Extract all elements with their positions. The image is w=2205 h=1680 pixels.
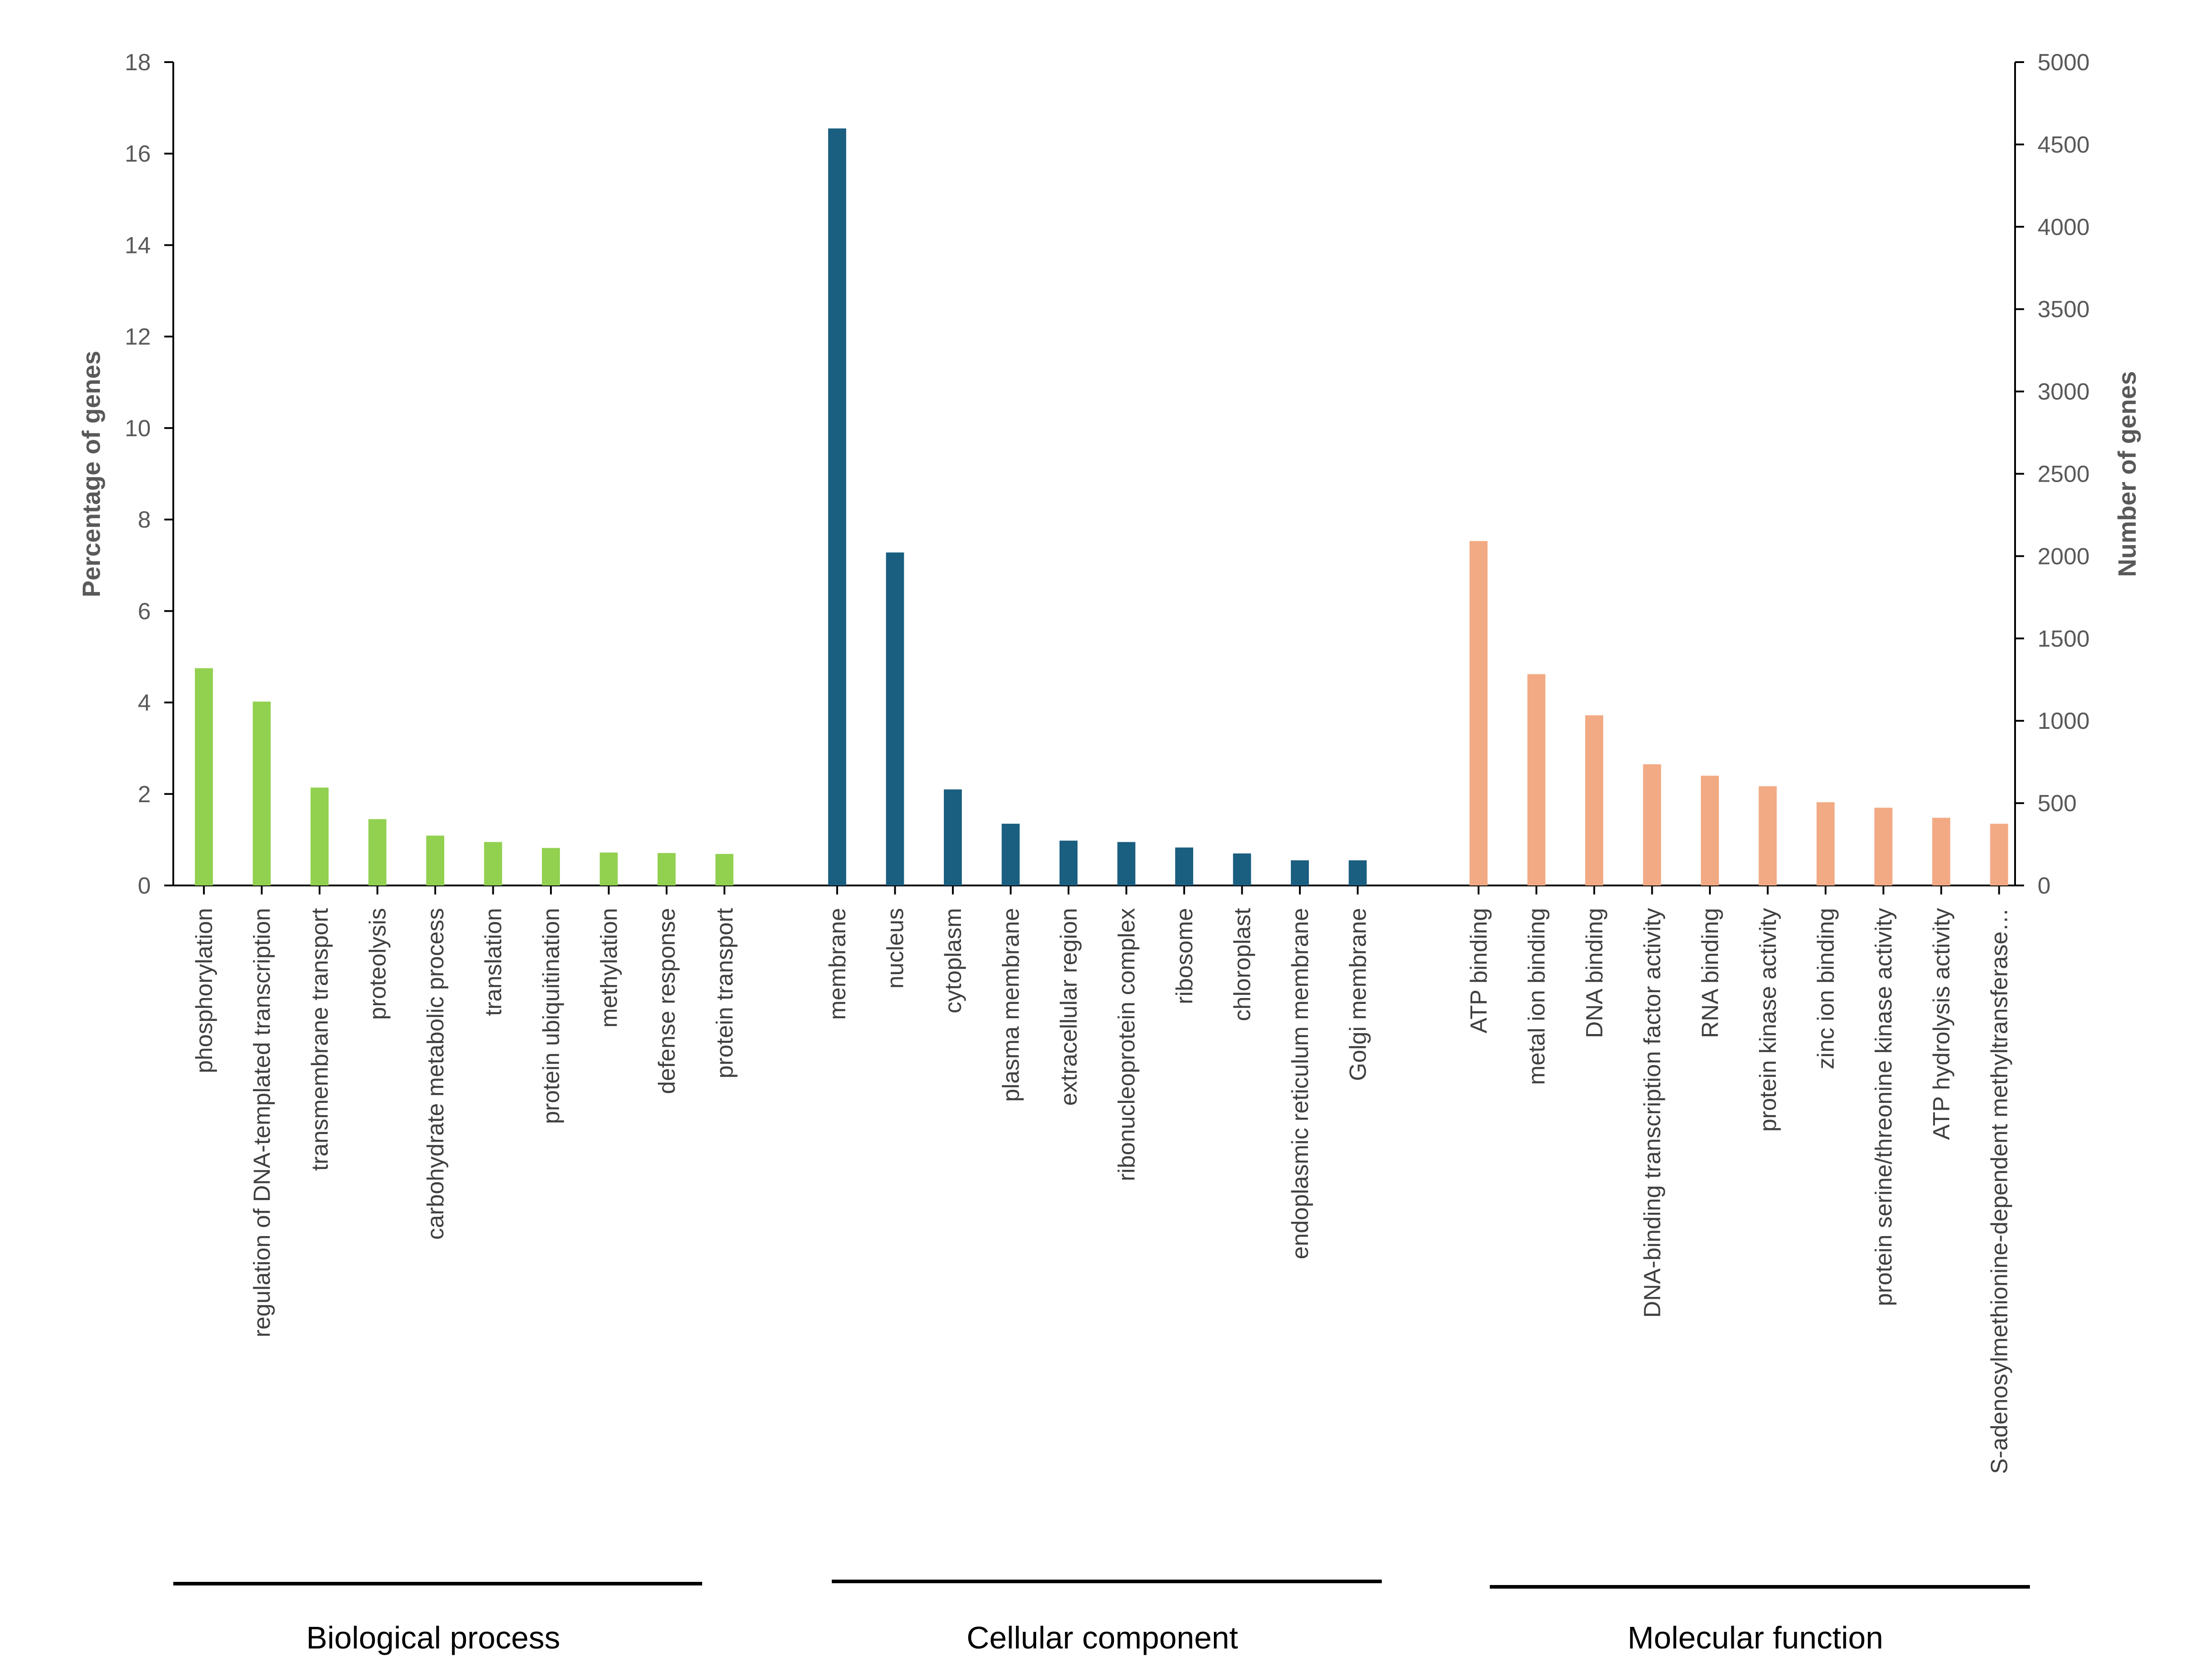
category-label: protein serine/threonine kinase activity [1871,908,1897,1306]
category-label: phosphorylation [191,908,217,1073]
category-label: regulation of DNA-templated transcriptio… [249,908,275,1337]
bar [1932,817,1950,885]
bar [1817,802,1835,885]
category-label: proteolysis [365,908,391,1020]
bar [1348,860,1367,885]
y-right-tick-label: 500 [2038,790,2077,817]
bar [1527,674,1546,885]
category-label: ATP binding [1466,908,1492,1033]
category-label: ATP hydrolysis activity [1929,908,1955,1140]
bar [195,668,213,885]
bar [1060,840,1078,885]
group-brackets: Biological process Cellular component Mole… [173,1580,2030,1655]
category-label: RNA binding [1697,908,1723,1038]
category-label: S-adenosylmethionine-dependent methyltra… [1987,908,2013,1474]
category-label: extracellular region [1056,908,1082,1106]
category-label: ribonucleoprotein complex [1114,908,1140,1181]
category-label: membrane [825,908,851,1020]
bar [1470,541,1488,885]
group-label: Biological process [306,1620,560,1655]
y-left-tick-label: 2 [138,781,151,808]
y-left-tick-label: 10 [125,415,151,442]
bar [542,848,560,885]
category-label: protein ubiquitination [538,908,564,1124]
bar [426,835,444,885]
bar [1233,853,1251,885]
bar [715,854,734,885]
bar [944,789,962,885]
bar [311,787,329,885]
bar [1643,764,1661,885]
bar [1874,808,1893,885]
y-axis-right-ticks: 0 500 1000 1500 2000 2500 3000 3500 4000 4500 5000 [2015,50,2090,899]
category-label: DNA binding [1582,908,1608,1038]
category-label: ribosome [1172,908,1198,1004]
y-left-tick-label: 14 [125,232,151,258]
category-label: metal ion binding [1524,908,1550,1085]
y-right-tick-label: 1000 [2038,708,2090,734]
bar [1001,823,1020,885]
bar [1291,860,1309,885]
category-label: transmembrane transport [307,908,333,1170]
bar [600,852,618,885]
y-right-tick-label: 2000 [2038,543,2090,569]
y-left-tick-label: 4 [138,690,151,716]
group-label: Cellular component [966,1620,1238,1655]
bar [1990,823,2008,885]
category-label: Golgi membrane [1345,908,1371,1081]
bar [1175,847,1193,885]
y-right-tick-label: 3000 [2038,379,2090,405]
category-label: translation [481,908,507,1016]
y-axis-left-ticks: 0 2 4 6 8 10 12 14 16 18 [125,50,173,899]
bars [195,128,2008,885]
bar [1117,842,1136,885]
y-right-tick-label: 4000 [2038,214,2090,240]
y-left-tick-label: 8 [138,507,151,533]
y-right-tick-label: 1500 [2038,626,2090,652]
bar [658,853,676,885]
y-axis-left-title: Percentage of genes [77,351,105,597]
y-left-tick-label: 6 [138,598,151,624]
y-right-tick-label: 3500 [2038,297,2090,323]
category-label: defense response [654,908,680,1094]
y-right-tick-label: 5000 [2038,50,2090,76]
y-right-tick-label: 0 [2038,873,2051,899]
y-axis-right-title: Number of genes [2113,371,2141,577]
category-label: plasma membrane [998,908,1024,1102]
category-label: DNA-binding transcription factor activit… [1640,908,1666,1318]
group-label: Molecular function [1628,1620,1883,1655]
bar [1585,715,1603,885]
category-label: carbohydrate metabolic process [423,908,449,1240]
category-labels: phosphorylation regulation of DNA-templat… [191,885,2013,1474]
category-label: methylation [596,908,622,1028]
y-left-tick-label: 12 [125,324,151,350]
bar [368,819,387,885]
bar [253,701,271,885]
y-left-tick-label: 0 [138,873,151,899]
y-left-tick-label: 18 [125,50,151,76]
y-right-tick-label: 2500 [2038,461,2090,488]
category-label: nucleus [883,908,909,989]
bar [1759,786,1777,885]
category-label: chloroplast [1230,908,1256,1021]
bar [828,128,846,885]
category-label: protein transport [712,908,738,1078]
category-label: cytoplasm [940,908,966,1013]
category-label: endoplasmic reticulum membrane [1287,908,1313,1259]
bar [1701,776,1719,885]
y-left-tick-label: 16 [125,141,151,167]
bar [484,842,502,885]
category-label: zinc ion binding [1813,908,1839,1069]
y-right-tick-label: 4500 [2038,132,2090,158]
category-label: protein kinase activity [1755,908,1781,1132]
bar [886,552,904,885]
